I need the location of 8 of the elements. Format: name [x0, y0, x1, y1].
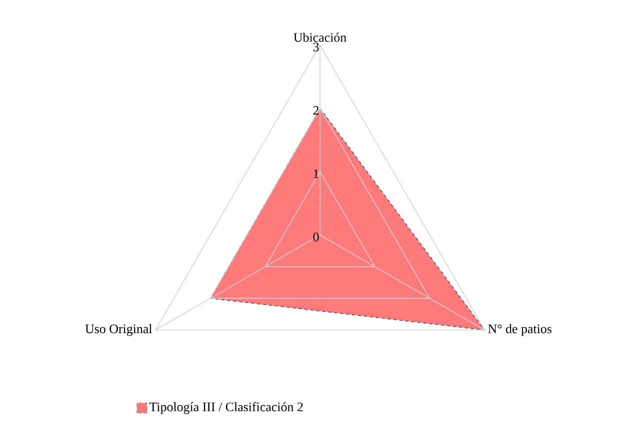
y-tick-label: 0 — [313, 232, 319, 242]
spoke-label: N° de patios — [488, 324, 552, 336]
legend-label: Tipología III / Clasificación 2 — [149, 402, 303, 414]
y-tick-label: 3 — [313, 42, 319, 52]
y-tick-label: 1 — [314, 169, 318, 178]
spoke-label: Uso Original — [85, 324, 152, 336]
spoke-label: Ubicación — [294, 32, 346, 42]
y-tick-label: 2 — [313, 106, 319, 115]
